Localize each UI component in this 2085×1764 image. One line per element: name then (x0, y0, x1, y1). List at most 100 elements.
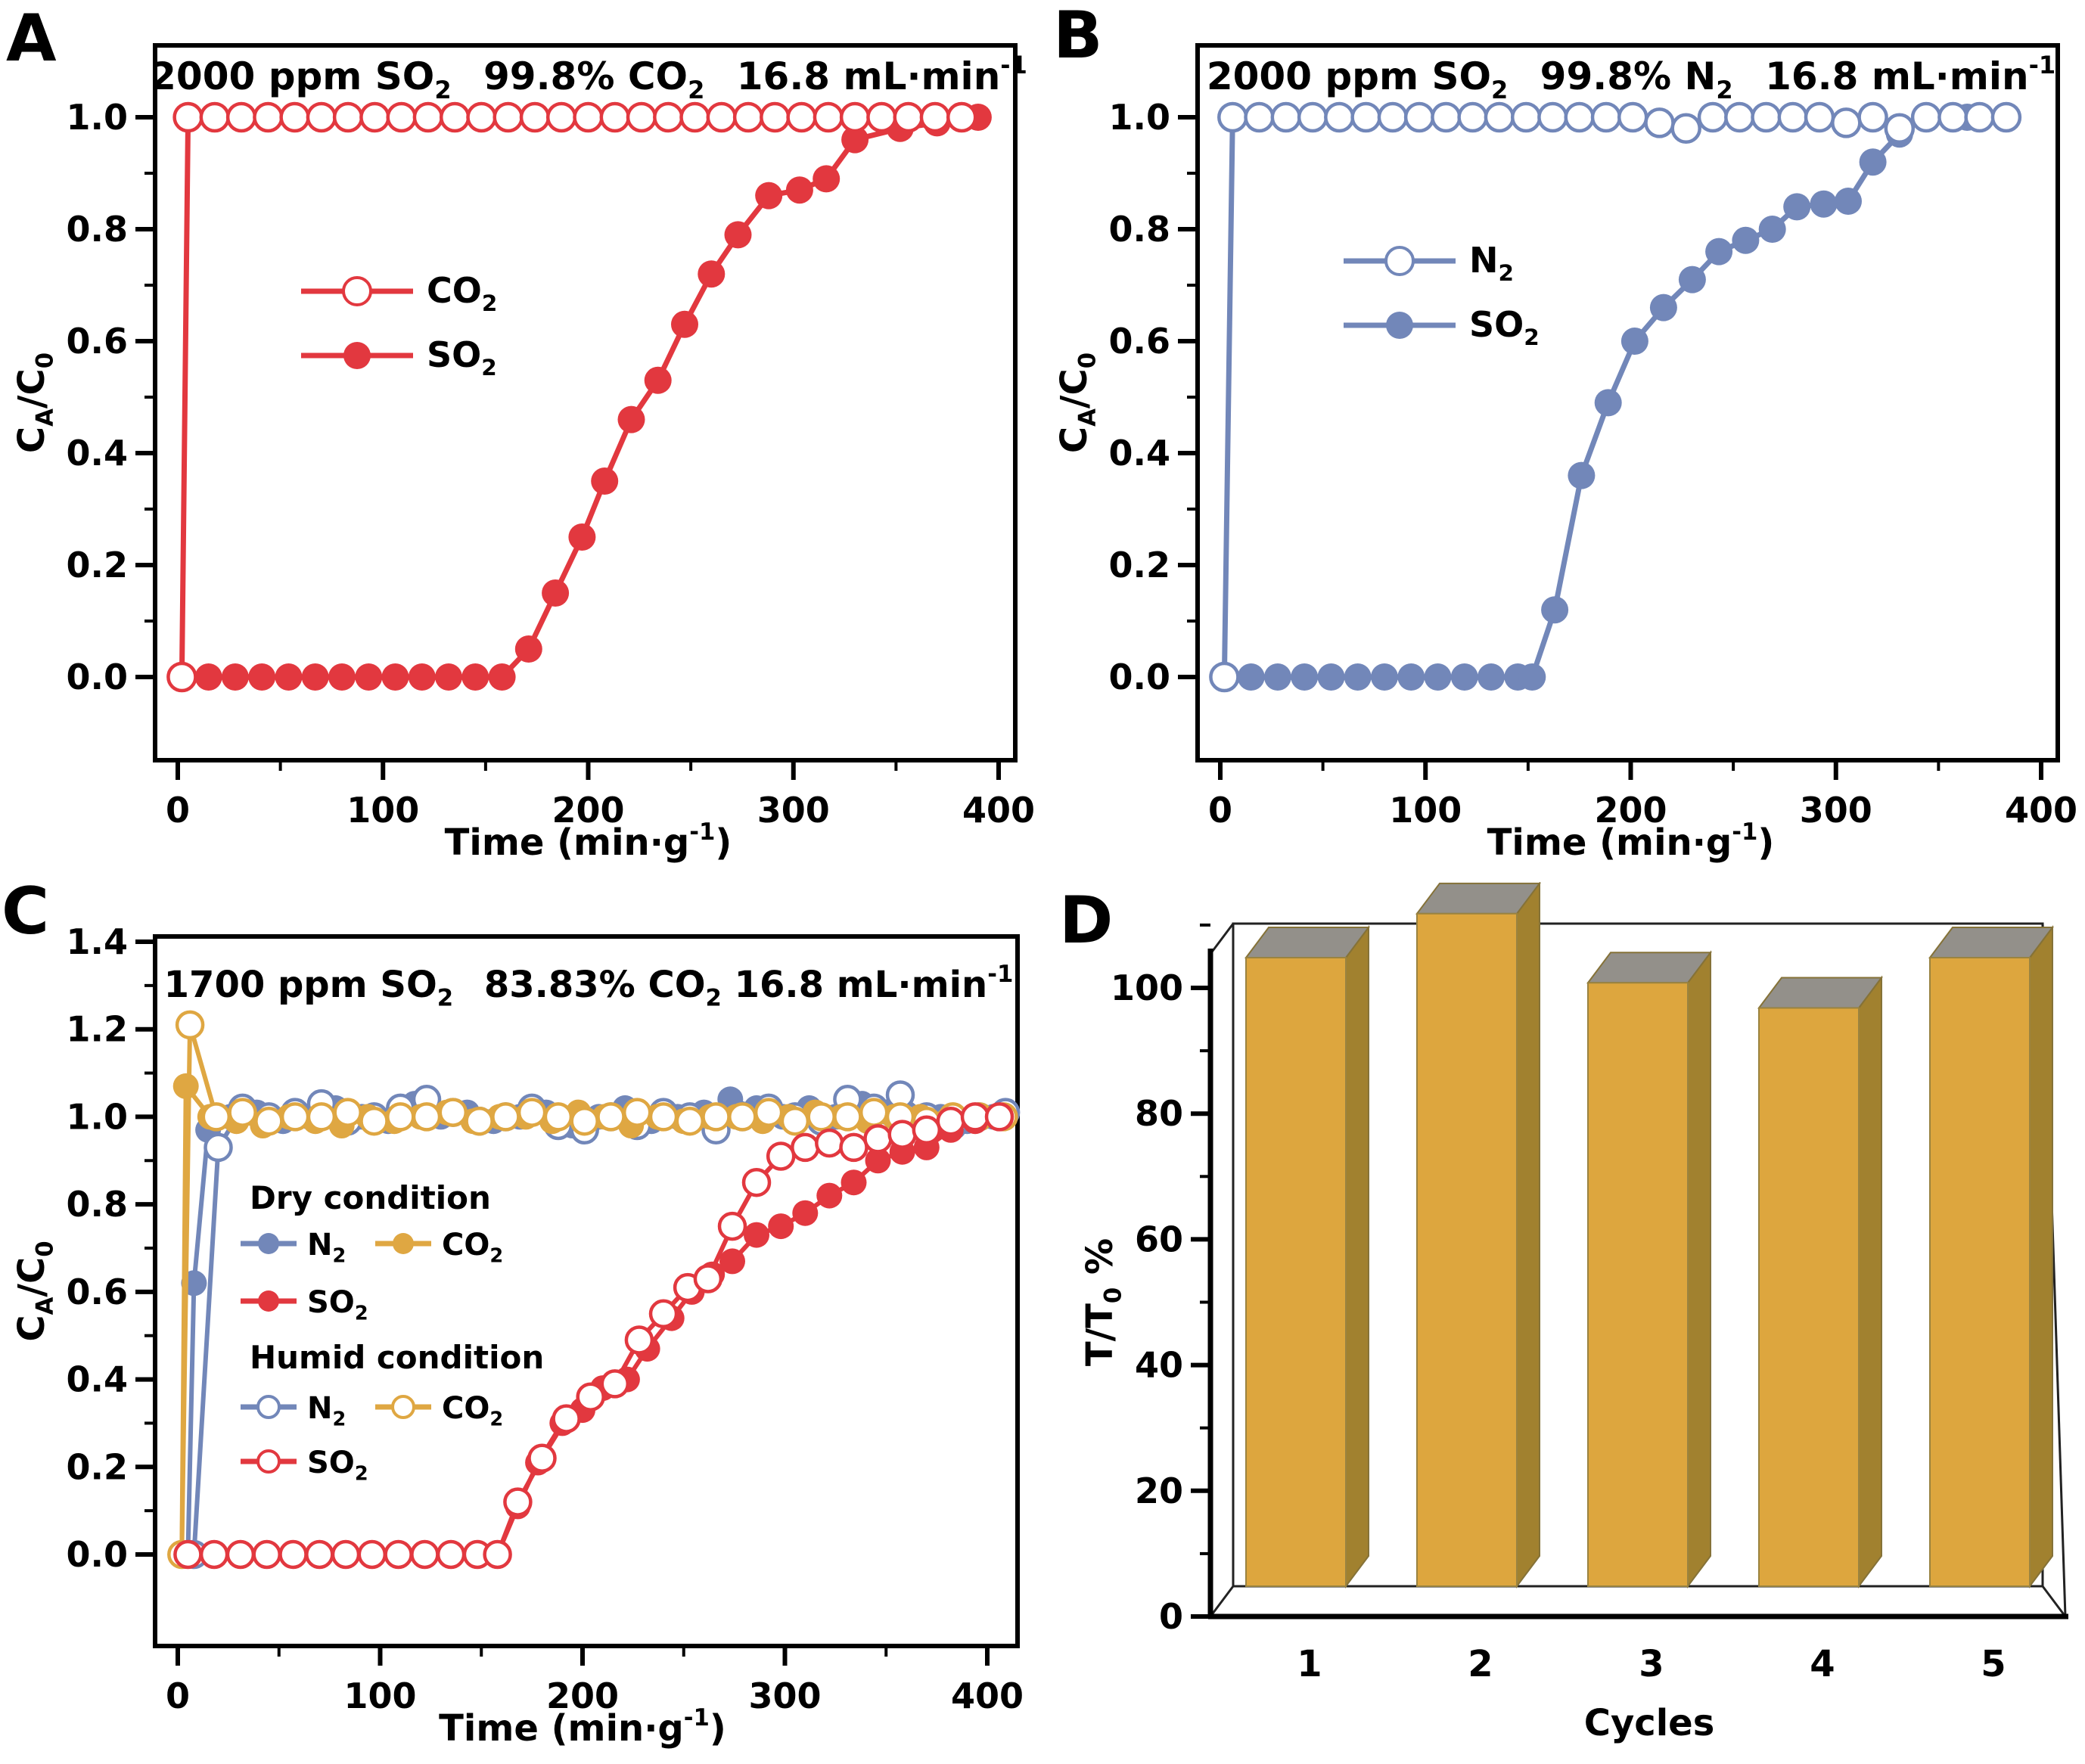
b-N2-point (1751, 101, 1782, 133)
b-y-tick-label: 0.0 (1109, 657, 1171, 697)
d-bar-front-face (1929, 957, 2031, 1587)
a-x-tick-label: 0 (166, 790, 190, 831)
d-bars (1244, 882, 2054, 1589)
b-x-axis-label: Time (min·g-1) (1487, 818, 1775, 864)
b-N2-point (1804, 101, 1835, 133)
c-CO2_humid-point (175, 1010, 205, 1040)
panel-d-cycles-bar-chart: 1 2 3 4 5 0 20 40 60 80 100 T/T0 % Cycles (1079, 882, 2068, 1744)
d-category-label: 2 (1468, 1643, 1493, 1685)
c-legend: Dry condition N2 CO2 SO2 Humid condition N2 CO… (241, 1179, 544, 1486)
d-y-tick-label: 0 (1159, 1596, 1183, 1637)
c-SO2_humid-point (693, 1264, 723, 1293)
b-SO2-point (1678, 266, 1706, 293)
b-N2-point (1510, 101, 1542, 133)
c-SO2_humid-point (252, 1539, 281, 1570)
a-CO2-point (786, 101, 817, 133)
b-SO2-point (1810, 190, 1838, 218)
b-N2-point (1270, 101, 1302, 133)
a-CO2-point (893, 101, 924, 133)
b-SO2-point (1541, 596, 1569, 624)
c-legend-label: N2 (307, 1391, 346, 1431)
c-N2_humid-point (204, 1132, 233, 1163)
c-CO2_humid-point (491, 1102, 520, 1132)
a-legend-marker (343, 342, 371, 369)
a-SO2-point (355, 663, 383, 691)
c-SO2_humid-point (331, 1539, 361, 1570)
c-SO2_humid-point (741, 1167, 772, 1197)
c-SO2_humid-point (527, 1443, 557, 1473)
panel-label-c: C (2, 874, 50, 949)
a-CO2-point (679, 101, 710, 133)
b-N2-point (1937, 101, 1968, 133)
c-y-tick-label: 0.4 (67, 1359, 129, 1400)
c-y-tick-label: 0.8 (67, 1184, 129, 1225)
c-SO2_humid-point (717, 1211, 747, 1241)
d-bar-top-face (1586, 952, 1712, 984)
c-SO2_humid-point (483, 1539, 512, 1570)
a-SO2-point (435, 663, 462, 691)
b-y-tick-label: 0.4 (1109, 433, 1171, 474)
a-series (166, 101, 992, 693)
c-x-tick-label: 200 (546, 1675, 619, 1716)
a-SO2-point (328, 663, 356, 691)
c-CO2_humid-point (228, 1098, 257, 1127)
c-SO2_humid-point (624, 1325, 654, 1355)
b-N2-point (1377, 101, 1409, 133)
a-CO2-line (179, 114, 962, 678)
b-series (1209, 101, 2022, 693)
a-CO2-point (412, 101, 444, 133)
a-CO2-point (306, 101, 337, 133)
c-legend-header: Dry condition (250, 1179, 491, 1216)
b-N2-point (1431, 101, 1462, 133)
c-legend-label: CO2 (442, 1391, 503, 1431)
a-plot-frame (153, 43, 1018, 762)
c-CO2_humid-point (517, 1098, 547, 1127)
d-bar-front-face (1758, 1007, 1860, 1588)
a-x-tick-label: 400 (962, 790, 1035, 831)
b-SO2-point (1568, 461, 1596, 489)
d-category-label: 3 (1639, 1643, 1664, 1685)
d-bar-side-face (1516, 882, 1540, 1589)
b-N2-point (1777, 101, 1809, 133)
b-N2-point (1217, 101, 1248, 133)
b-x-tick-label: 0 (1208, 790, 1232, 831)
c-x-tick-label: 100 (343, 1675, 416, 1716)
c-CO2_humid-point (280, 1102, 310, 1132)
b-SO2-point (1237, 663, 1265, 691)
c-legend-label: N2 (307, 1228, 346, 1268)
b-SO2-point (1450, 663, 1478, 691)
c-x-tick-label: 300 (748, 1675, 821, 1716)
c-CO2_humid-point (780, 1106, 810, 1136)
a-SO2-point (408, 663, 436, 691)
a-SO2-point (755, 182, 783, 210)
b-x-tick-label: 100 (1389, 790, 1462, 831)
b-series-SO2 (1210, 104, 2020, 691)
c-SO2_dry-point (816, 1182, 843, 1209)
b-SO2-point (1291, 663, 1319, 691)
d-y-tick-label: 20 (1135, 1471, 1183, 1511)
a-series-SO2 (168, 104, 992, 691)
a-SO2-point (461, 663, 489, 691)
b-N2-point (1324, 101, 1355, 133)
b-y-tick-label: 0.8 (1109, 209, 1171, 250)
c-SO2_humid-point (648, 1299, 679, 1329)
c-plot-frame (153, 934, 1020, 1648)
d-frame-edge (2041, 1585, 2067, 1617)
d-bar-cycle-1 (1244, 925, 1370, 1589)
c-legend-marker (258, 1233, 279, 1254)
c-SO2_dry-point (841, 1169, 867, 1196)
c-SO2_dry-point (768, 1213, 794, 1240)
a-CO2-point (839, 101, 871, 133)
a-CO2-point (813, 101, 844, 133)
c-y-tick-label: 1.2 (67, 1009, 129, 1050)
c-SO2_dry-point (719, 1248, 745, 1275)
c-SO2_humid-point (791, 1132, 820, 1163)
panel-b-breakthrough-n2-chart: 0 100 200 300 400 0.0 0.2 0.4 0.6 0.8 1.0 2000 ppm … (1053, 43, 2077, 864)
a-CO2-point (466, 101, 497, 133)
c-SO2_humid-point (766, 1141, 796, 1171)
c-SO2_dry-point (792, 1200, 819, 1226)
d-y-tick-label: 60 (1135, 1219, 1183, 1259)
panel-c-dry-humid-chart: 0 100 200 300 400 0.0 0.2 0.4 0.6 0.8 1.0 1.2 1.4 170… (11, 921, 1024, 1750)
b-SO2-point (1317, 663, 1345, 691)
